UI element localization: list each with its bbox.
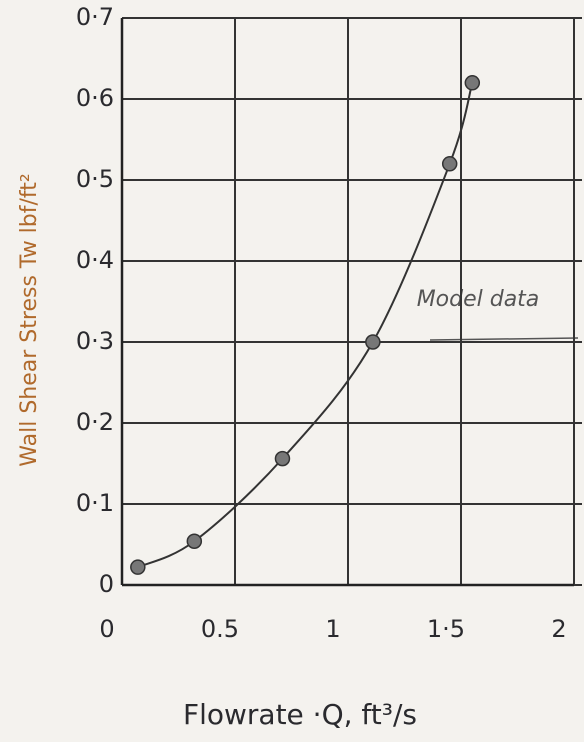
data-point [441,156,458,172]
x-tick-label: 1·5 [427,615,465,643]
y-tick-label: 0·3 [76,327,114,355]
data-point [130,559,146,575]
annotation-underline [429,337,579,341]
data-point [186,533,203,550]
y-tick-label: 0·5 [76,165,114,193]
data-line [137,82,474,569]
y-tick-label: 0·4 [76,246,114,274]
data-point [365,334,381,350]
annotation: Model data [417,287,540,312]
x-tick-label: 0.5 [201,615,239,643]
x-axis-label: Flowrate ·Q, ft³/s [183,698,417,731]
x-tick-label: 2 [551,615,566,643]
y-tick-label: 0·2 [76,408,114,436]
y-axis-label: Wall Shear Stress Tw lbf/ft² [17,173,42,466]
y-tick-label: 0·7 [76,3,114,31]
y-tick-label: 0·6 [76,84,114,112]
y-tick-label: 0 [99,570,114,598]
y-tick-label: 0·1 [76,489,114,517]
x-tick-label: 0 [99,615,114,643]
data-point [274,450,291,467]
data-point [464,75,481,91]
x-tick-label: 1 [325,615,340,643]
